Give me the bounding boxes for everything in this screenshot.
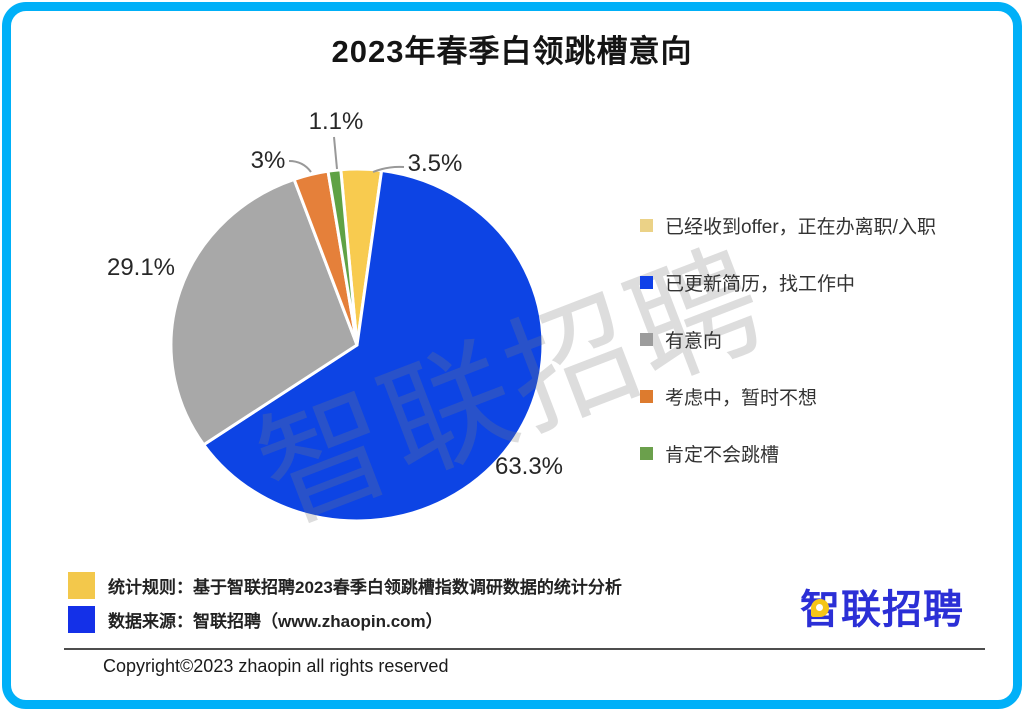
leader-lines bbox=[288, 136, 405, 173]
legend-label: 已经收到offer，正在办离职/入职 bbox=[665, 217, 936, 238]
legend-swatch-green bbox=[640, 447, 653, 460]
legend-item: 已更新简历，找工作中 bbox=[640, 269, 936, 296]
legend-swatch-gray bbox=[640, 333, 653, 346]
slice-value-label: 1.1% bbox=[308, 108, 364, 135]
legend-swatch-orange bbox=[640, 390, 653, 403]
separator-line bbox=[64, 648, 985, 650]
legend-label: 有意向 bbox=[665, 331, 723, 352]
zhaopin-logo: 智联招聘 bbox=[800, 577, 964, 635]
footnote-row: 统计规则：基于智联招聘2023春季白领跳槽指数调研数据的统计分析 bbox=[68, 571, 622, 599]
chart-legend: 已经收到offer，正在办离职/入职 已更新简历，找工作中 有意向 考虑中，暂时… bbox=[640, 212, 936, 467]
legend-swatch-blue bbox=[640, 276, 653, 289]
pie-slice bbox=[326, 168, 359, 347]
logo-bubble-dot-icon bbox=[816, 604, 823, 611]
pie-slice bbox=[202, 169, 545, 523]
legend-item: 肯定不会跳槽 bbox=[640, 440, 936, 467]
footnote-text: 统计规则：基于智联招聘2023春季白领跳槽指数调研数据的统计分析 bbox=[108, 577, 622, 597]
slice-value-label: 29.1% bbox=[106, 254, 176, 281]
footnote-row: 数据来源：智联招聘（www.zhaopin.com） bbox=[68, 605, 622, 633]
slice-value-label: 3% bbox=[250, 147, 286, 174]
legend-item: 有意向 bbox=[640, 326, 936, 353]
copyright-text: Copyright©2023 zhaopin all rights reserv… bbox=[103, 656, 449, 676]
pie-slice bbox=[169, 177, 359, 447]
legend-swatch-yellow bbox=[640, 219, 653, 232]
slice-value-label: 3.5% bbox=[407, 150, 463, 177]
logo-bubble-icon bbox=[811, 599, 829, 617]
legend-item: 考虑中，暂时不想 bbox=[640, 383, 936, 410]
footnote-swatch-blue bbox=[68, 605, 95, 633]
chart-title: 2023年春季白领跳槽意向 bbox=[331, 34, 693, 69]
legend-item: 已经收到offer，正在办离职/入职 bbox=[640, 212, 936, 239]
legend-label: 考虑中，暂时不想 bbox=[665, 388, 818, 409]
slice-value-label: 63.3% bbox=[494, 453, 564, 480]
footnote-swatch-yellow bbox=[68, 571, 95, 599]
legend-label: 已更新简历，找工作中 bbox=[665, 274, 856, 295]
legend-label: 肯定不会跳槽 bbox=[665, 445, 780, 466]
footnotes: 统计规则：基于智联招聘2023春季白领跳槽指数调研数据的统计分析 数据来源：智联… bbox=[68, 571, 622, 639]
footnote-text: 数据来源：智联招聘（www.zhaopin.com） bbox=[108, 611, 443, 631]
